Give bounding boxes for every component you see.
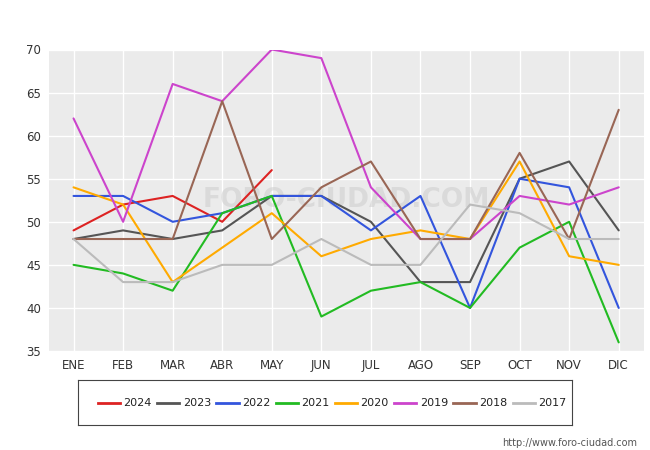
Text: 2018: 2018	[479, 398, 508, 408]
Text: 2023: 2023	[183, 398, 211, 408]
Text: Afiliados en Linares de la Sierra a 31/5/2024: Afiliados en Linares de la Sierra a 31/5…	[141, 14, 509, 33]
Text: 2019: 2019	[420, 398, 448, 408]
Text: http://www.foro-ciudad.com: http://www.foro-ciudad.com	[502, 438, 637, 448]
Text: 2017: 2017	[538, 398, 567, 408]
Text: 2020: 2020	[361, 398, 389, 408]
Text: FORO-CIUDAD.COM: FORO-CIUDAD.COM	[202, 187, 490, 213]
Text: 2024: 2024	[124, 398, 152, 408]
Text: 2022: 2022	[242, 398, 270, 408]
Text: 2021: 2021	[302, 398, 330, 408]
